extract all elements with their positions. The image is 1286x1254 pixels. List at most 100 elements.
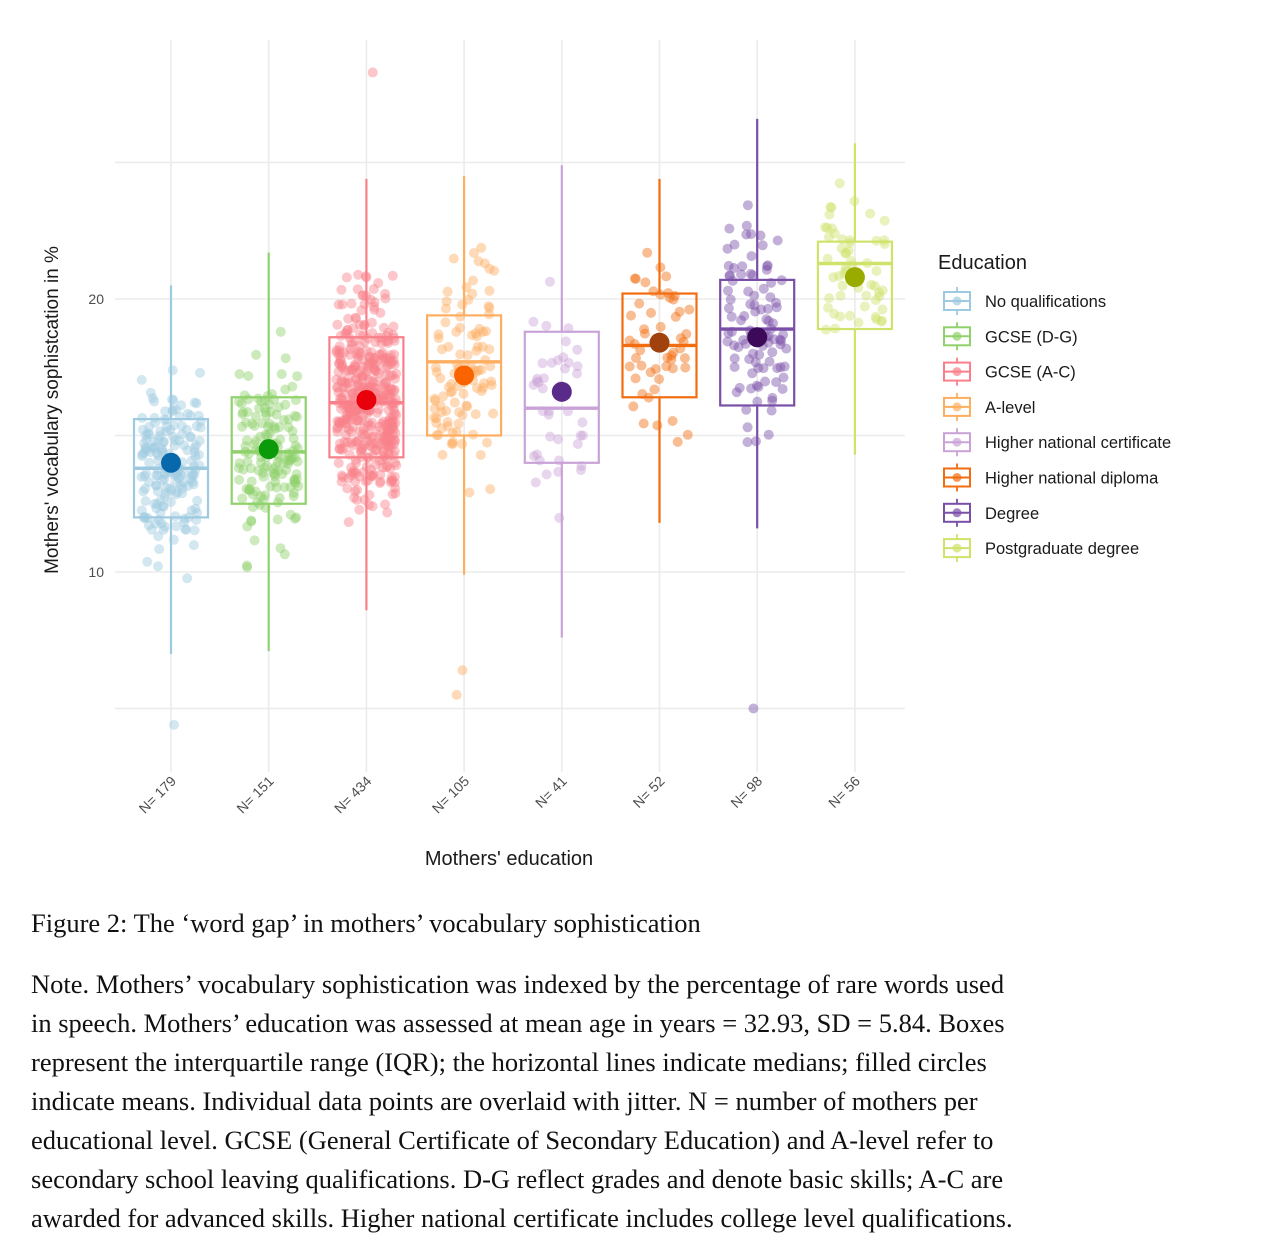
jitter-point: [728, 263, 739, 273]
jitter-point: [375, 476, 386, 487]
jitter-point: [286, 454, 297, 465]
jitter-point: [370, 337, 381, 348]
jitter-point: [760, 376, 771, 387]
jitter-point: [358, 424, 369, 434]
jitter-point: [480, 326, 491, 337]
jitter-point: [154, 430, 165, 441]
jitter-point: [346, 340, 357, 351]
jitter-point: [379, 435, 390, 446]
jitter-point: [654, 374, 665, 385]
jitter-point: [473, 365, 484, 376]
jitter-point: [343, 413, 353, 424]
jitter-point: [572, 361, 583, 372]
jitter-point: [141, 468, 152, 479]
jitter-point: [767, 392, 778, 403]
jitter-point: [775, 339, 786, 350]
jitter-point: [479, 378, 490, 389]
x-tick-label: N= 179: [136, 773, 180, 817]
jitter-point: [861, 290, 872, 301]
jitter-point: [746, 251, 757, 262]
legend-label: Postgraduate degree: [985, 540, 1139, 558]
jitter-point: [343, 313, 354, 324]
jitter-point: [628, 401, 639, 412]
jitter-point: [275, 543, 286, 554]
jitter-point: [828, 272, 839, 283]
jitter-point: [249, 420, 260, 431]
jitter-point: [646, 307, 656, 318]
jitter-point: [488, 408, 499, 419]
jitter-point: [367, 328, 378, 339]
jitter-point: [370, 366, 381, 376]
jitter-point: [390, 457, 400, 468]
jitter-point: [152, 470, 163, 481]
jitter-point: [335, 348, 346, 359]
jitter-point: [337, 472, 348, 483]
jitter-point: [191, 421, 202, 432]
iqr-box: [719, 278, 796, 407]
jitter-point: [345, 408, 356, 419]
jitter-point: [256, 396, 267, 407]
mean-marker: [649, 332, 670, 353]
jitter-point: [380, 370, 391, 381]
jitter-point: [437, 344, 447, 355]
jitter-point: [179, 513, 190, 524]
x-axis-label: Mothers' education: [425, 848, 593, 870]
jitter-point: [375, 469, 386, 480]
jitter-point: [166, 485, 177, 496]
jitter-point: [672, 436, 683, 447]
jitter-point: [360, 430, 371, 440]
jitter-point: [335, 355, 346, 366]
jitter-point: [186, 505, 197, 516]
jitter-point: [168, 431, 179, 442]
jitter-point: [764, 356, 775, 367]
jitter-point: [366, 471, 377, 482]
jitter-point: [538, 373, 549, 384]
jitter-point: [190, 503, 201, 514]
jitter-point: [355, 348, 366, 358]
jitter-point: [370, 459, 381, 470]
jitter-point: [482, 437, 492, 448]
jitter-point: [365, 470, 376, 481]
jitter-point: [165, 424, 176, 435]
jitter-point: [343, 403, 354, 414]
mean-marker: [747, 327, 768, 348]
jitter-point: [373, 368, 384, 379]
jitter-point: [375, 307, 386, 318]
jitter-point: [355, 426, 366, 437]
jitter-point: [666, 350, 677, 361]
jitter-point: [440, 303, 451, 314]
jitter-point: [823, 302, 833, 313]
jitter-point: [250, 411, 261, 422]
jitter-point: [742, 437, 753, 448]
jitter-point: [159, 492, 170, 502]
jitter-point: [353, 378, 363, 389]
jitter-point: [383, 327, 394, 338]
jitter-point: [572, 439, 583, 449]
jitter-point: [151, 470, 162, 481]
jitter-point: [546, 357, 557, 368]
jitter-point: [361, 366, 372, 377]
jitter-point: [380, 386, 391, 397]
jitter-point: [383, 335, 393, 346]
jitter-point: [343, 365, 354, 376]
jitter-point: [386, 392, 397, 402]
jitter-point: [827, 223, 838, 234]
jitter-point: [189, 525, 200, 536]
jitter-point: [157, 445, 168, 456]
jitter-point: [336, 403, 347, 414]
jitter-point: [331, 382, 342, 393]
jitter-point: [249, 439, 260, 450]
jitter-point: [438, 391, 449, 402]
jitter-point: [149, 396, 160, 407]
jitter-point: [820, 222, 831, 233]
jitter-point: [845, 237, 855, 248]
jitter-point: [272, 497, 283, 508]
jitter-point: [870, 295, 881, 306]
jitter-point: [385, 359, 396, 369]
jitter-point: [179, 440, 190, 451]
jitter-point: [340, 328, 351, 339]
jitter-point: [158, 501, 169, 512]
jitter-point: [244, 484, 255, 495]
jitter-point: [865, 208, 876, 219]
jitter-point: [364, 440, 375, 451]
